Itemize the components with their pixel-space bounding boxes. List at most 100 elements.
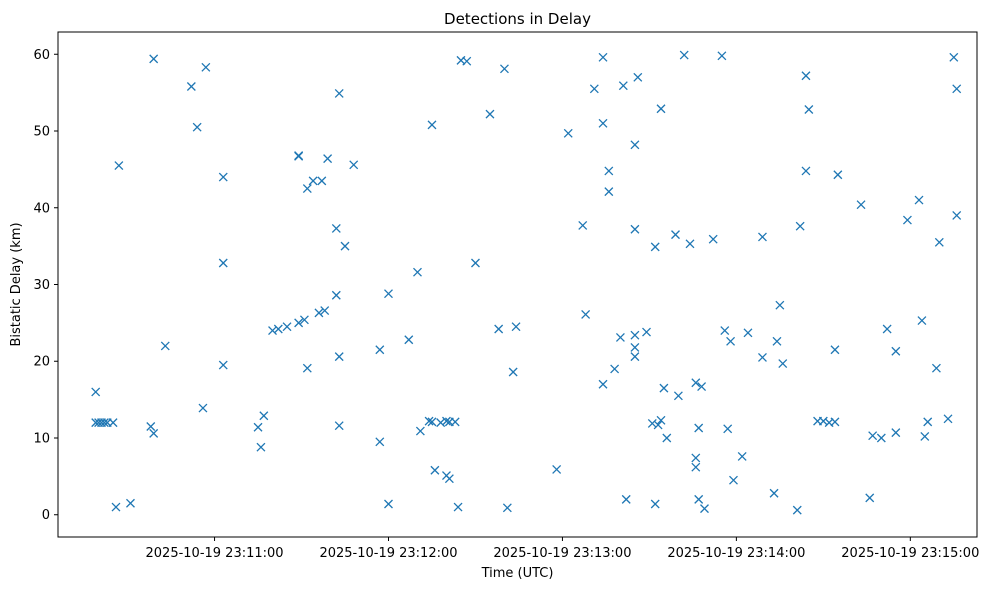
data-point <box>186 82 196 91</box>
data-point <box>818 416 828 426</box>
data-point <box>508 367 518 377</box>
data-point <box>694 423 704 433</box>
data-point <box>833 170 843 180</box>
data-point <box>471 258 480 268</box>
data-point <box>914 195 924 205</box>
data-point <box>758 232 767 242</box>
data-point <box>952 210 962 220</box>
data-point <box>708 234 718 244</box>
data-point <box>192 122 202 132</box>
data-point <box>578 220 588 230</box>
data-point <box>108 418 118 428</box>
data-point <box>511 322 521 332</box>
data-point <box>320 306 330 316</box>
data-point <box>630 140 640 150</box>
data-point <box>349 160 359 170</box>
data-point <box>679 50 689 60</box>
data-point <box>331 290 341 300</box>
chart-title: Detections in Delay <box>444 10 591 28</box>
data-point <box>943 414 953 424</box>
data-point <box>294 151 304 161</box>
data-point <box>920 432 930 441</box>
data-point <box>642 327 651 337</box>
data-point <box>299 315 309 325</box>
data-point <box>314 308 324 318</box>
data-point <box>758 352 767 362</box>
data-point <box>700 504 709 514</box>
data-point <box>801 71 811 81</box>
data-point <box>697 382 707 392</box>
y-tick-label: 60 <box>33 48 50 63</box>
y-tick-label: 50 <box>33 125 50 140</box>
data-point <box>792 505 802 515</box>
data-point <box>717 51 727 61</box>
data-point <box>499 64 509 74</box>
data-point <box>218 172 228 182</box>
data-point <box>618 81 628 91</box>
data-point <box>415 426 425 436</box>
data-point <box>902 215 912 225</box>
data-point <box>917 316 927 326</box>
data-point <box>384 289 393 299</box>
data-point <box>737 451 747 461</box>
data-point <box>375 437 385 447</box>
data-point <box>830 417 840 427</box>
data-point <box>772 336 782 346</box>
data-point <box>931 363 941 373</box>
data-point <box>331 224 341 233</box>
data-point <box>302 363 312 373</box>
x-tick-label: 2025-10-19 23:14:00 <box>667 546 805 561</box>
data-point <box>146 422 156 431</box>
data-point <box>334 88 344 98</box>
y-axis-label: Bistatic Delay (km) <box>9 222 24 346</box>
data-point <box>598 379 608 389</box>
data-point <box>218 360 228 370</box>
data-point <box>404 335 414 345</box>
data-point <box>891 428 901 438</box>
data-point <box>581 309 591 319</box>
data-point <box>302 184 312 194</box>
data-point <box>726 336 736 346</box>
data-point <box>114 161 124 171</box>
data-point <box>795 221 805 231</box>
data-point <box>384 499 393 509</box>
data-point <box>691 378 701 388</box>
data-point <box>659 383 669 393</box>
data-point <box>653 420 663 430</box>
data-point <box>442 416 451 426</box>
data-point <box>882 324 892 334</box>
data-point <box>334 352 344 362</box>
data-point <box>563 128 573 138</box>
data-point <box>769 488 779 498</box>
data-point <box>340 241 350 251</box>
data-point <box>160 341 170 351</box>
data-point <box>598 118 608 128</box>
data-point <box>462 56 472 66</box>
data-point <box>126 498 135 508</box>
data-point <box>685 239 695 249</box>
data-point <box>775 300 785 310</box>
data-point <box>633 72 643 82</box>
plot-frame <box>57 31 978 538</box>
data-point <box>323 154 333 164</box>
data-point <box>630 330 640 340</box>
data-point <box>650 499 660 509</box>
data-point <box>604 166 614 176</box>
data-point <box>427 120 437 130</box>
data-point <box>647 418 657 428</box>
data-point <box>149 54 159 64</box>
data-point <box>604 187 614 197</box>
data-point <box>502 503 512 513</box>
data-point <box>934 237 944 247</box>
data-point <box>952 84 962 94</box>
data-point <box>630 342 640 352</box>
data-point <box>656 104 666 114</box>
y-tick-label: 0 <box>42 508 50 523</box>
x-axis-label: Time (UTC) <box>481 566 554 581</box>
data-point <box>923 417 933 427</box>
data-point <box>743 328 753 338</box>
data-point <box>430 465 440 475</box>
y-axis-ticks: 0 10 20 30 40 50 60 <box>33 48 58 523</box>
